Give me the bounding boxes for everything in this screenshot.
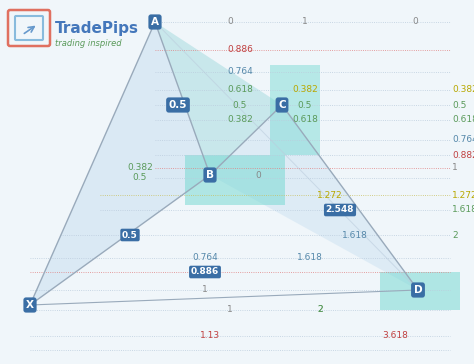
Text: 2: 2	[452, 230, 457, 240]
Text: 1.618: 1.618	[342, 230, 368, 240]
Text: 0.382: 0.382	[452, 86, 474, 95]
Text: 0.764: 0.764	[192, 253, 218, 262]
Polygon shape	[30, 22, 210, 305]
Text: B: B	[206, 170, 214, 180]
Text: 1.618: 1.618	[452, 206, 474, 214]
Text: 2: 2	[317, 305, 323, 314]
Text: 1: 1	[452, 163, 458, 173]
Text: 1: 1	[302, 17, 308, 27]
Text: 0.618: 0.618	[452, 115, 474, 124]
Polygon shape	[210, 105, 418, 290]
Text: 1.13: 1.13	[200, 332, 220, 340]
Text: 0.764: 0.764	[227, 67, 253, 76]
Text: D: D	[414, 285, 422, 295]
Text: C: C	[278, 100, 286, 110]
Text: A: A	[151, 17, 159, 27]
Text: 0.886: 0.886	[192, 268, 218, 277]
Text: 3.618: 3.618	[382, 332, 408, 340]
Text: 0.382: 0.382	[127, 163, 153, 173]
Text: 0: 0	[412, 17, 418, 27]
Text: X: X	[26, 300, 34, 310]
Text: 0.382: 0.382	[227, 115, 253, 124]
Text: 0.382: 0.382	[292, 86, 318, 95]
Text: 0.618: 0.618	[227, 86, 253, 95]
Text: 0.5: 0.5	[233, 100, 247, 110]
Text: 0.886: 0.886	[191, 268, 219, 277]
Bar	[270, 65, 320, 155]
Text: 1.272: 1.272	[452, 190, 474, 199]
Text: 0.618: 0.618	[292, 115, 318, 124]
Text: 0.5: 0.5	[169, 100, 187, 110]
Text: 0.764: 0.764	[452, 135, 474, 145]
Text: 0.882: 0.882	[452, 150, 474, 159]
Text: trading inspired: trading inspired	[55, 40, 122, 48]
Bar	[380, 272, 460, 310]
Text: 0.5: 0.5	[133, 174, 147, 182]
Text: 2.548: 2.548	[326, 206, 354, 214]
Text: 1: 1	[227, 305, 233, 314]
Text: 0: 0	[255, 170, 261, 179]
Text: TradePips: TradePips	[55, 20, 139, 36]
Text: 1.618: 1.618	[297, 253, 323, 262]
Text: 0.5: 0.5	[452, 100, 466, 110]
Text: 0.5: 0.5	[298, 100, 312, 110]
Text: 1: 1	[202, 285, 208, 294]
Text: 0.5: 0.5	[122, 230, 138, 240]
Bar	[185, 155, 285, 205]
Polygon shape	[155, 22, 282, 175]
Text: 0.886: 0.886	[227, 46, 253, 55]
Text: 2: 2	[317, 305, 323, 314]
Text: 0: 0	[227, 17, 233, 27]
Text: 1.272: 1.272	[317, 190, 343, 199]
